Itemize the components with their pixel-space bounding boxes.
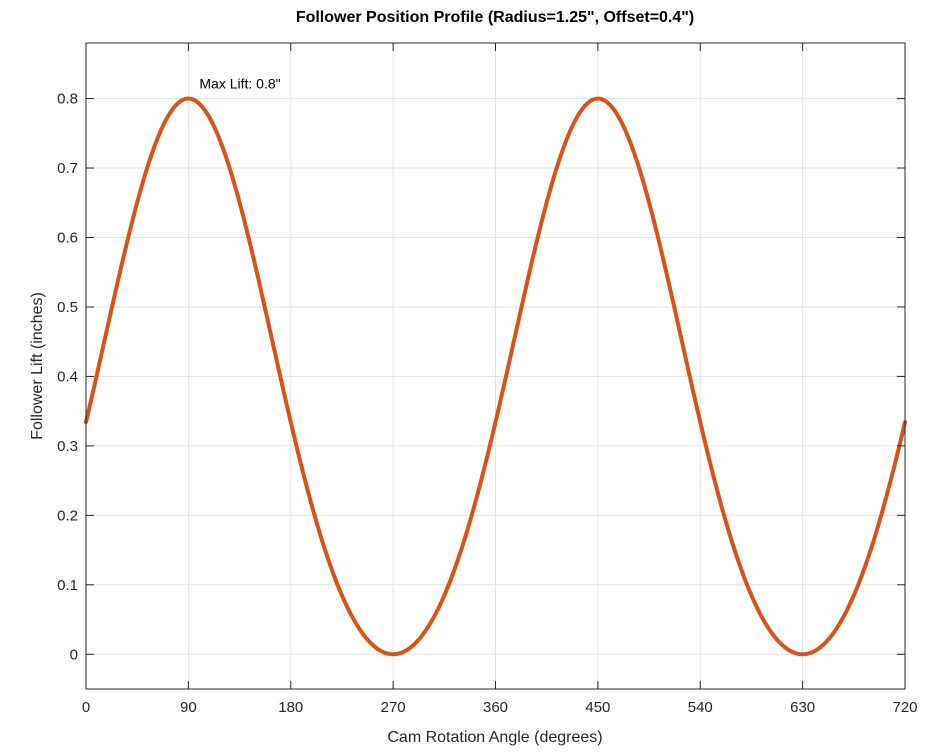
x-tick-label: 270 bbox=[381, 699, 406, 716]
y-tick-label: 0.5 bbox=[57, 299, 78, 316]
x-tick-label: 0 bbox=[82, 699, 90, 716]
y-tick-label: 0 bbox=[70, 646, 78, 663]
x-tick-label: 540 bbox=[688, 699, 713, 716]
lift-curve bbox=[84, 96, 907, 657]
axis-ticks: 0 90 180 270 360 450 540 630 720 0 0.1 0.2 0.3 0.4 0.5… bbox=[57, 43, 918, 716]
y-axis-label: Follower Lift (inches) bbox=[29, 292, 46, 440]
x-tick-label: 720 bbox=[892, 699, 917, 716]
grid-lines bbox=[85, 43, 906, 689]
x-tick-label: 180 bbox=[278, 699, 303, 716]
x-axis-label: Cam Rotation Angle (degrees) bbox=[387, 729, 602, 746]
y-tick-label: 0.6 bbox=[57, 229, 78, 246]
x-tick-label: 360 bbox=[483, 699, 508, 716]
x-tick-label: 90 bbox=[180, 699, 197, 716]
x-tick-label: 630 bbox=[790, 699, 815, 716]
y-tick-label: 0.2 bbox=[57, 507, 78, 524]
y-tick-label: 0.1 bbox=[57, 577, 78, 594]
y-tick-label: 0.4 bbox=[57, 368, 78, 385]
y-tick-label: 0.7 bbox=[57, 160, 78, 177]
y-tick-label: 0.3 bbox=[57, 438, 78, 455]
chart-title: Follower Position Profile (Radius=1.25",… bbox=[296, 9, 694, 26]
max-lift-annotation: Max Lift: 0.8" bbox=[199, 76, 280, 92]
x-tick-label: 450 bbox=[585, 699, 610, 716]
y-tick-label: 0.8 bbox=[57, 91, 78, 108]
